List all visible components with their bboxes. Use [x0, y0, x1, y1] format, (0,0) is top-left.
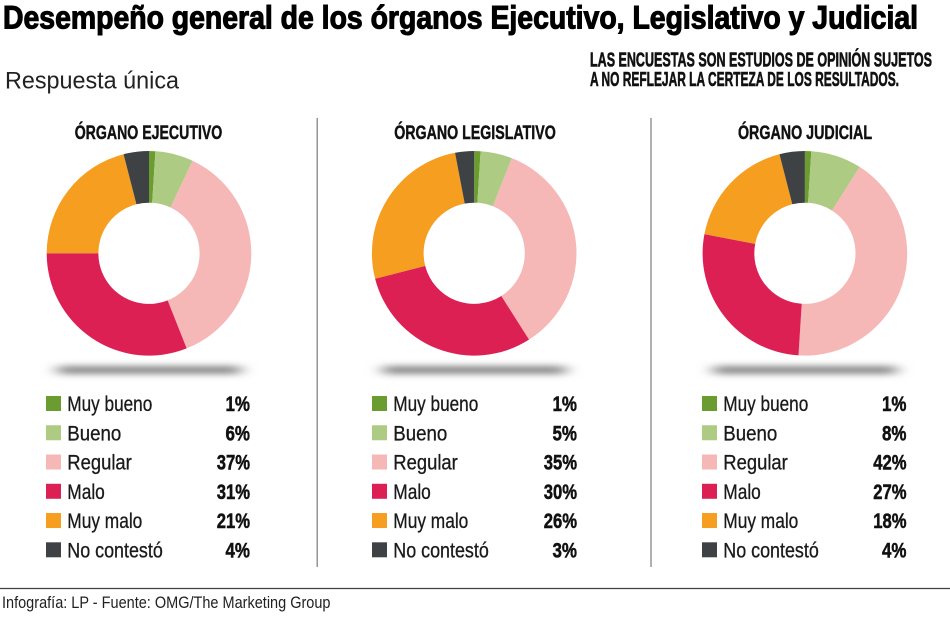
svg-text:37%: 37%	[217, 452, 251, 475]
svg-text:26%: 26%	[544, 510, 578, 533]
svg-text:1%: 1%	[882, 393, 907, 416]
svg-text:8%: 8%	[882, 422, 907, 445]
svg-text:30%: 30%	[544, 481, 578, 504]
svg-text:Infografía: LP - Fuente: OMG/T: Infografía: LP - Fuente: OMG/The Marketi…	[2, 594, 331, 612]
svg-text:Muy malo: Muy malo	[723, 510, 798, 533]
svg-text:A NO REFLEJAR LA CERTEZA DE LO: A NO REFLEJAR LA CERTEZA DE LOS RESULTAD…	[590, 69, 899, 91]
svg-text:Malo: Malo	[67, 481, 105, 504]
svg-text:No contestó: No contestó	[67, 539, 163, 562]
svg-text:LAS ENCUESTAS SON ESTUDIOS DE: LAS ENCUESTAS SON ESTUDIOS DE OPINIÓN SU…	[590, 48, 932, 72]
svg-text:5%: 5%	[553, 422, 578, 445]
svg-text:Muy bueno: Muy bueno	[723, 393, 808, 416]
svg-text:Bueno: Bueno	[393, 422, 447, 445]
svg-text:21%: 21%	[217, 510, 251, 533]
svg-text:No contestó: No contestó	[393, 539, 489, 562]
svg-text:Desempeño general de los órgan: Desempeño general de los órganos Ejecuti…	[3, 0, 918, 36]
svg-text:31%: 31%	[217, 481, 251, 504]
svg-text:6%: 6%	[226, 422, 251, 445]
svg-text:35%: 35%	[544, 452, 578, 475]
svg-text:42%: 42%	[873, 452, 907, 475]
svg-text:No contestó: No contestó	[723, 539, 819, 562]
svg-text:Muy bueno: Muy bueno	[393, 393, 478, 416]
svg-text:ÓRGANO EJECUTIVO: ÓRGANO EJECUTIVO	[75, 120, 223, 144]
svg-text:18%: 18%	[873, 510, 907, 533]
svg-text:Malo: Malo	[393, 481, 431, 504]
svg-text:27%: 27%	[873, 481, 907, 504]
svg-text:Regular: Regular	[67, 452, 132, 475]
svg-text:Muy malo: Muy malo	[393, 510, 468, 533]
svg-text:Bueno: Bueno	[67, 422, 121, 445]
svg-text:Muy bueno: Muy bueno	[67, 393, 152, 416]
svg-text:1%: 1%	[226, 393, 251, 416]
svg-text:Bueno: Bueno	[723, 422, 777, 445]
svg-text:Regular: Regular	[723, 452, 788, 475]
svg-text:Respuesta única: Respuesta única	[5, 68, 179, 95]
svg-text:4%: 4%	[226, 539, 251, 562]
svg-text:3%: 3%	[553, 539, 578, 562]
svg-text:1%: 1%	[553, 393, 578, 416]
svg-text:ÓRGANO JUDICIAL: ÓRGANO JUDICIAL	[738, 120, 872, 144]
svg-text:Muy malo: Muy malo	[67, 510, 142, 533]
svg-text:Malo: Malo	[723, 481, 761, 504]
svg-text:Regular: Regular	[393, 452, 458, 475]
svg-text:ÓRGANO LEGISLATIVO: ÓRGANO LEGISLATIVO	[394, 120, 556, 144]
svg-text:4%: 4%	[882, 539, 907, 562]
